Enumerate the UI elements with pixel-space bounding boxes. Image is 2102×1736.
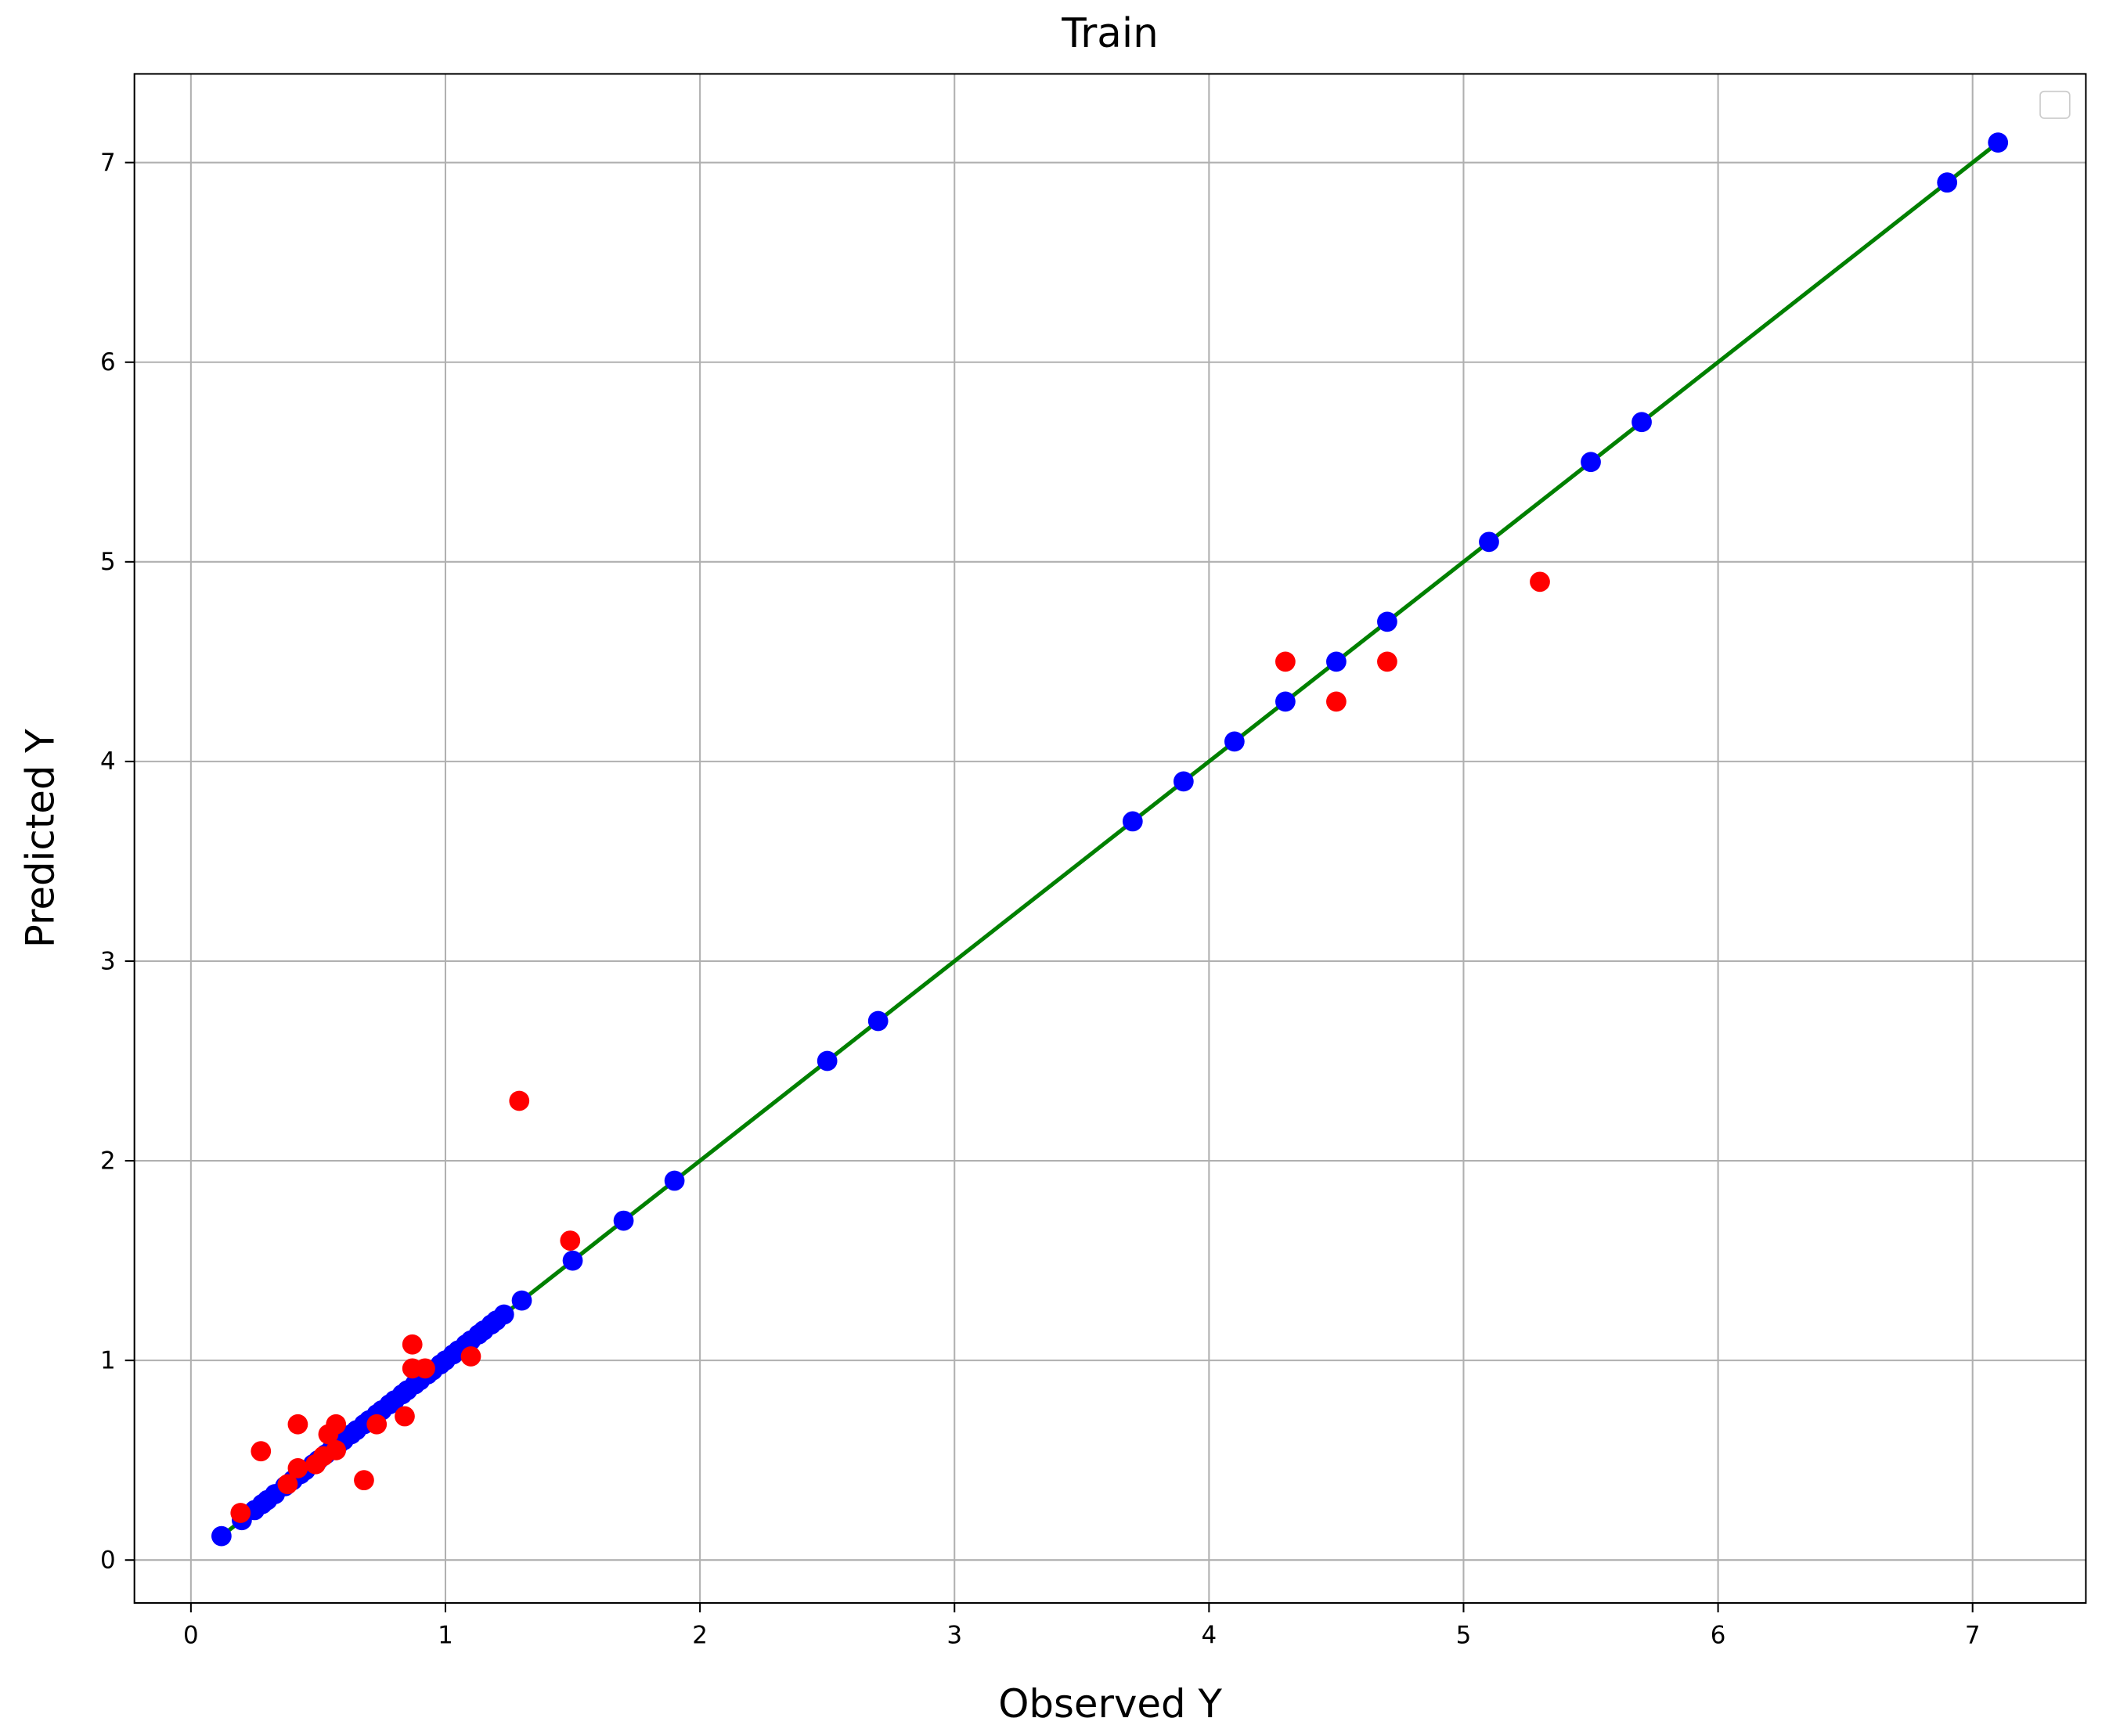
- point: [562, 1250, 583, 1271]
- x-tick-label: 2: [692, 1622, 708, 1650]
- point: [415, 1358, 435, 1379]
- point: [1326, 651, 1347, 672]
- point: [251, 1441, 272, 1462]
- y-tick-label: 2: [100, 1147, 116, 1175]
- y-tick-label: 1: [100, 1346, 116, 1374]
- y-tick-label: 4: [100, 747, 116, 776]
- x-tick-label: 3: [946, 1622, 962, 1650]
- y-axis-label: Predicted Y: [18, 729, 63, 948]
- point: [509, 1090, 530, 1111]
- point: [1224, 731, 1245, 752]
- x-tick-label: 7: [1965, 1622, 1981, 1650]
- point: [326, 1414, 347, 1435]
- point: [460, 1346, 481, 1367]
- y-tick-label: 3: [100, 947, 116, 975]
- point: [1479, 531, 1499, 553]
- grid: [124, 74, 2086, 1613]
- point: [1122, 811, 1143, 832]
- x-axis-label: Observed Y: [998, 1681, 1222, 1727]
- point: [1377, 611, 1397, 632]
- y-tick-label: 6: [100, 348, 116, 376]
- point: [366, 1414, 388, 1435]
- marks: [211, 132, 2009, 1547]
- point: [354, 1470, 374, 1491]
- point: [1275, 691, 1296, 712]
- point: [230, 1503, 251, 1523]
- point: [1581, 452, 1601, 473]
- point: [511, 1290, 532, 1311]
- x-tick-label: 5: [1456, 1622, 1472, 1650]
- y-tick-label: 7: [100, 149, 116, 177]
- point: [277, 1474, 298, 1495]
- point: [560, 1230, 581, 1251]
- point: [1275, 651, 1296, 672]
- x-tick-label: 6: [1711, 1622, 1726, 1650]
- point: [1530, 571, 1550, 592]
- y-tick-label: 0: [100, 1547, 116, 1575]
- point: [211, 1525, 232, 1547]
- point: [1631, 412, 1652, 433]
- point: [1937, 172, 1958, 193]
- chart-title: Train: [1061, 10, 1159, 57]
- point: [817, 1050, 838, 1071]
- plot-frame: [133, 73, 2087, 1605]
- x-tick-label: 4: [1202, 1622, 1217, 1650]
- legend: [2039, 90, 2071, 119]
- point: [287, 1457, 308, 1478]
- y-tick-label: 5: [100, 548, 116, 576]
- point: [1173, 771, 1194, 792]
- point: [493, 1304, 514, 1325]
- point: [1377, 651, 1397, 672]
- point: [664, 1170, 685, 1191]
- point: [402, 1334, 423, 1355]
- point: [1326, 691, 1347, 712]
- point: [1988, 132, 2009, 153]
- point: [613, 1210, 634, 1231]
- x-tick-label: 0: [183, 1622, 199, 1650]
- x-tick-label: 1: [438, 1622, 453, 1650]
- point: [395, 1406, 415, 1427]
- point: [287, 1414, 308, 1435]
- point: [867, 1010, 889, 1032]
- point: [326, 1440, 347, 1460]
